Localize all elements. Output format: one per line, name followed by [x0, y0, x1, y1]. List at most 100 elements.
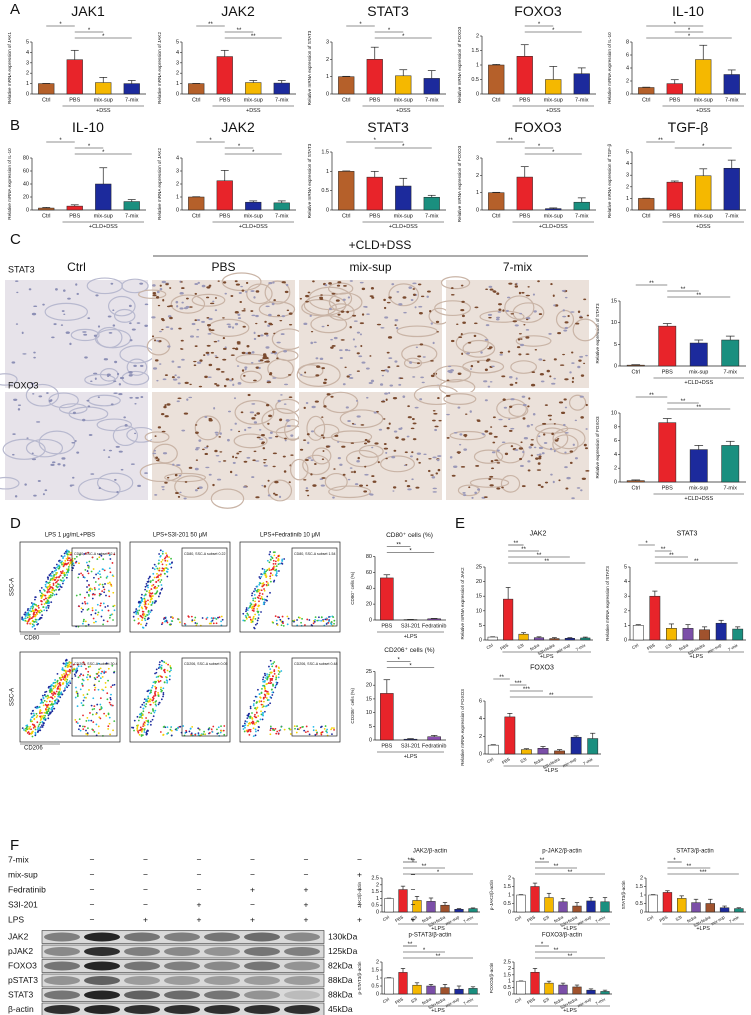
nucleus [354, 483, 359, 486]
event [65, 550, 67, 553]
event [104, 682, 107, 684]
nucleus [313, 463, 317, 465]
x-tick-label: S3I [675, 915, 683, 923]
y-axis-label: Relative mRNA expression of FOXO3 [460, 689, 465, 766]
nucleus [502, 309, 505, 312]
y-axis-label: Relative mRNA expression of STAT3 [307, 30, 312, 105]
event [108, 616, 111, 619]
nucleus [490, 426, 493, 428]
event [263, 672, 266, 675]
nucleus [550, 282, 553, 286]
nucleus [172, 463, 175, 466]
event [69, 559, 72, 562]
nucleus [238, 292, 242, 294]
event [94, 609, 97, 612]
event [150, 604, 153, 606]
event [54, 581, 57, 584]
nucleus [195, 336, 200, 338]
nucleus [392, 490, 395, 492]
nucleus [407, 416, 412, 419]
nucleus [437, 468, 441, 472]
nucleus [514, 285, 519, 288]
nucleus [203, 354, 206, 357]
group-label: +LPS [563, 926, 577, 932]
event [76, 663, 79, 666]
event [159, 574, 162, 577]
nucleus [383, 447, 389, 450]
tissue [246, 283, 273, 305]
nucleus [161, 280, 166, 284]
nucleus [580, 416, 584, 419]
nucleus [436, 331, 439, 333]
bar [558, 984, 568, 995]
event [216, 732, 219, 735]
bar [662, 892, 673, 913]
y-axis-label: Relative mRNA expression of FOXO3 [457, 145, 462, 222]
nucleus [250, 361, 254, 364]
nucleus [571, 351, 574, 354]
event [279, 618, 282, 621]
event [103, 670, 106, 673]
treatment-sign: − [357, 854, 362, 864]
event [269, 575, 272, 578]
event [93, 684, 96, 687]
event [256, 619, 259, 622]
event [107, 713, 110, 716]
event [26, 724, 29, 727]
event [257, 715, 260, 717]
event [197, 732, 200, 735]
event [89, 675, 92, 678]
bar [572, 986, 582, 995]
event [109, 703, 112, 706]
bar [516, 894, 526, 913]
nucleus [22, 353, 27, 355]
event [67, 670, 69, 673]
nucleus [353, 470, 357, 474]
event [320, 733, 323, 736]
y-tick-label: 4 [626, 65, 629, 71]
event [74, 718, 77, 721]
nucleus [558, 401, 564, 404]
event [254, 728, 257, 731]
event [254, 695, 257, 698]
event [95, 713, 98, 715]
y-tick-label: 1 [326, 169, 329, 175]
event [51, 684, 54, 687]
event [67, 673, 70, 676]
event [68, 553, 71, 556]
nucleus [71, 484, 75, 486]
event [105, 594, 107, 597]
treatment-sign: + [411, 914, 416, 924]
nucleus [265, 346, 270, 349]
event [64, 689, 66, 692]
tissue [443, 393, 477, 405]
nucleus [210, 302, 215, 305]
nucleus [179, 291, 184, 295]
sig-label: ** [554, 948, 559, 954]
plot-title: LPS 1 μg/mL+PBS [45, 533, 95, 539]
group-label: +LPS [689, 654, 703, 660]
event [82, 674, 85, 677]
event [106, 605, 109, 607]
event [316, 619, 319, 622]
band [204, 932, 240, 942]
bar [695, 59, 712, 95]
nucleus [409, 455, 413, 458]
event [154, 587, 157, 590]
y-tick-label: 3 [26, 60, 29, 66]
event [97, 611, 100, 614]
nucleus [547, 414, 553, 417]
band [164, 1005, 200, 1014]
event [242, 728, 245, 730]
event [37, 727, 39, 729]
event [247, 729, 250, 732]
event [25, 612, 28, 615]
event [157, 595, 160, 598]
event [69, 661, 72, 664]
nucleus [169, 305, 173, 307]
event [219, 731, 222, 734]
event [111, 562, 114, 564]
event [46, 712, 48, 714]
nucleus [238, 450, 242, 453]
event [147, 577, 150, 580]
